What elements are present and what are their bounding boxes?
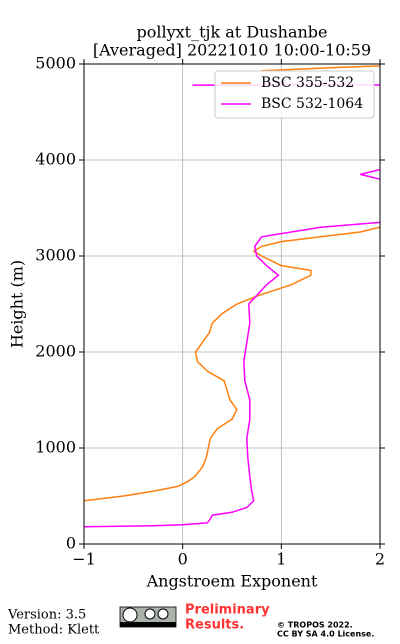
y-axis-label: Height (m) [8,260,27,348]
x-tick-label: −1 [72,550,96,569]
chart-title: pollyxt_tjk at Dushanbe [136,23,327,42]
version: Version: 3.5 [7,608,86,623]
grid [83,63,381,545]
preliminary: Preliminary [185,603,270,618]
x-tick-label: 0 [178,550,188,569]
copyright: © TROPOS 2022. [277,621,353,630]
cc-logo [119,606,177,628]
legend-label: BSC 355-532 [261,75,354,91]
y-tick-label: 4000 [35,150,76,169]
method: Method: Klett [8,623,100,638]
legend-label: BSC 532-1064 [261,96,363,112]
legend-box [214,70,375,119]
x-tick-label: 1 [276,550,286,569]
y-tick-label: 0 [66,534,76,553]
x-tick-label: 2 [375,550,385,569]
series-line [84,65,380,502]
y-tick-label: 2000 [35,342,76,361]
license: CC BY SA 4.0 License. [277,630,374,639]
plot-lines [84,65,380,528]
y-tick-label: 3000 [35,246,76,265]
series-line [84,84,380,528]
preliminary: Results. [185,618,244,633]
legend: BSC 355-532 BSC 532-1064 [214,70,375,119]
x-axis-label: Angstroem Exponent [146,572,318,591]
plot-frame [83,63,381,545]
y-tick-label: 5000 [35,54,76,73]
chart-title: [Averaged] 20221010 10:00-10:59 [93,41,371,60]
y-tick-label: 1000 [35,438,76,457]
